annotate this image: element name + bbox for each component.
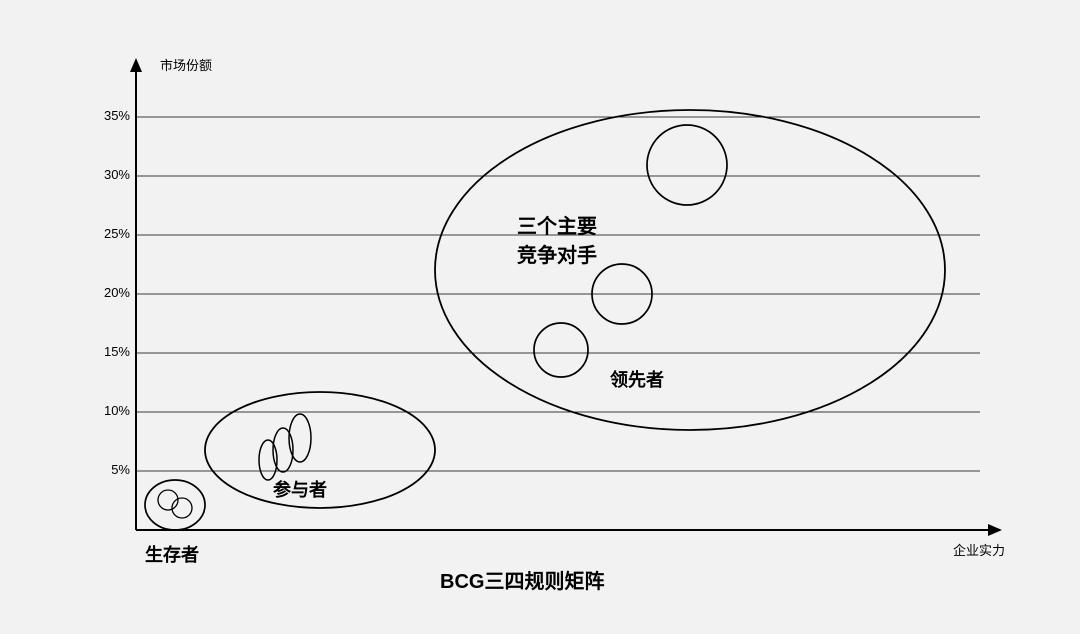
chart-canvas: { "chart": { "type": "bubble-matrix", "b… bbox=[0, 0, 1080, 634]
group-label-survivors: 生存者 bbox=[145, 541, 199, 567]
chart-title: BCG三四规则矩阵 bbox=[440, 565, 604, 594]
y-tick-label: 5% bbox=[111, 462, 130, 477]
y-tick-label: 35% bbox=[104, 108, 130, 123]
y-tick-label: 15% bbox=[104, 344, 130, 359]
y-tick-label: 25% bbox=[104, 226, 130, 241]
group-label-leaders-line1: 三个主要 bbox=[517, 210, 597, 239]
chart-svg bbox=[0, 0, 1080, 634]
y-tick-label: 20% bbox=[104, 285, 130, 300]
y-tick-label: 30% bbox=[104, 167, 130, 182]
y-axis-title: 市场份额 bbox=[160, 55, 212, 74]
y-tick-label: 10% bbox=[104, 403, 130, 418]
group-label-leaders-line2: 竞争对手 bbox=[517, 239, 597, 268]
group-label-participants: 参与者 bbox=[273, 476, 327, 502]
group-label-leaders-sub: 领先者 bbox=[610, 366, 664, 392]
x-axis-title: 企业实力 bbox=[953, 540, 1005, 559]
